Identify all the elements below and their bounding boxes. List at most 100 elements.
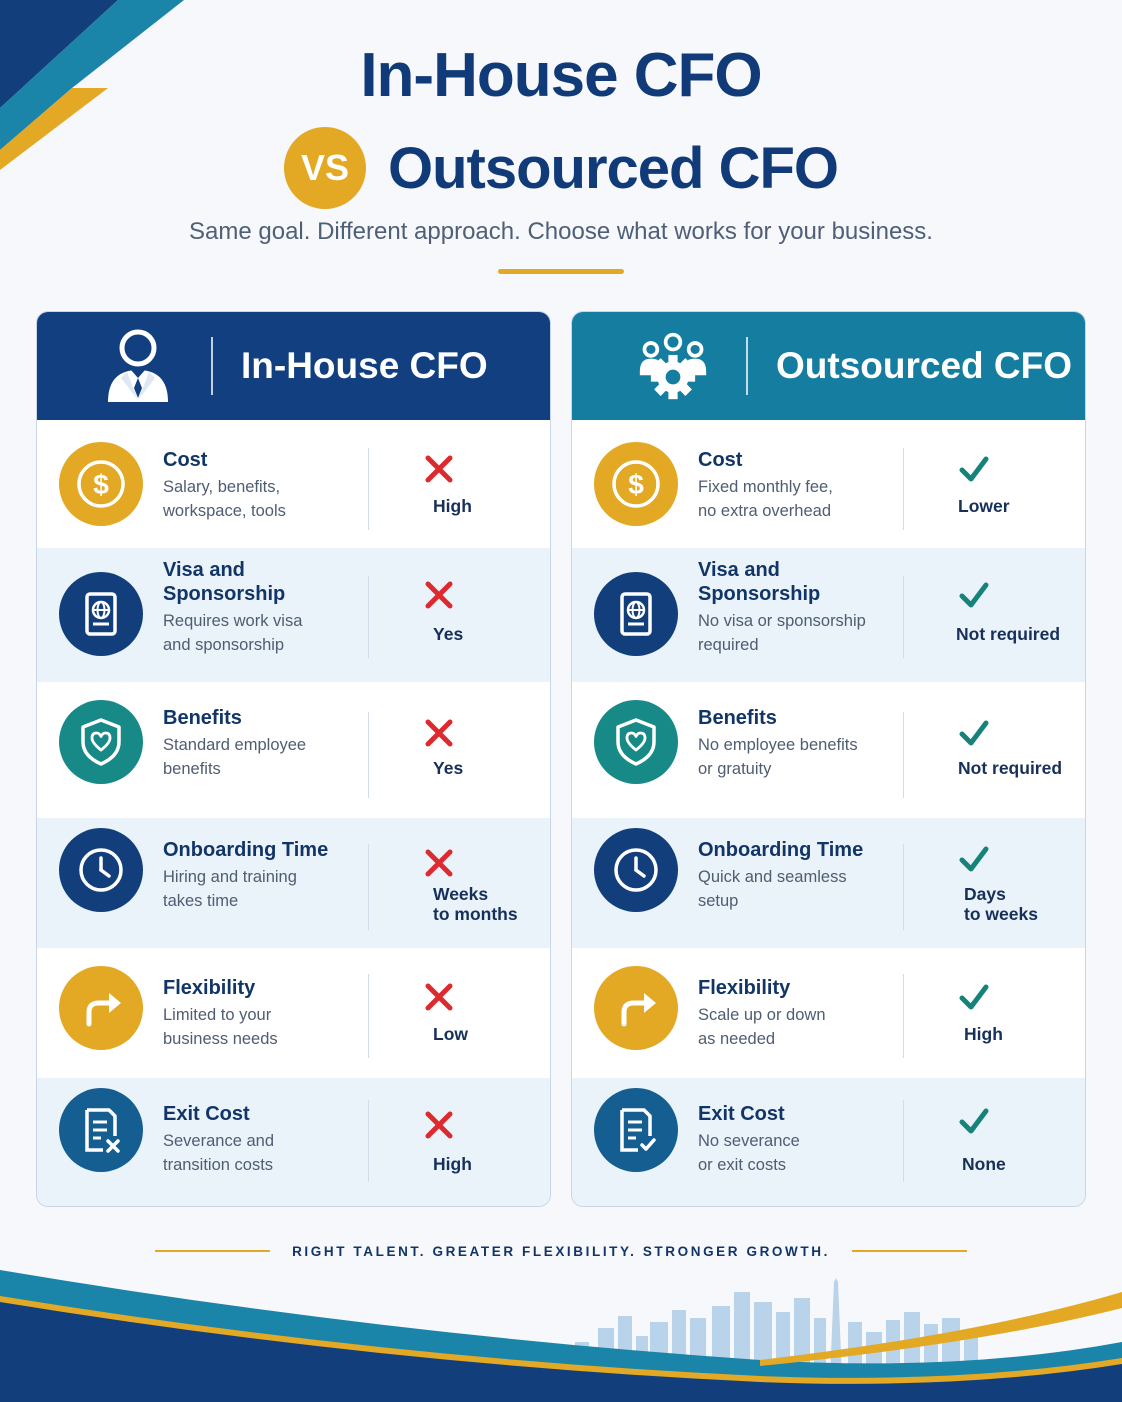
row-divider bbox=[903, 844, 904, 930]
verdict-cell: None bbox=[904, 1078, 1085, 1206]
row-divider bbox=[903, 974, 904, 1058]
comparison-row: Visa and Sponsorship No visa or sponsorsh… bbox=[572, 548, 1085, 682]
page-title-row-2: VS Outsourced CFO bbox=[0, 124, 1122, 212]
passport-icon bbox=[594, 572, 678, 656]
verdict-line: Weeks bbox=[433, 884, 489, 904]
row-title: Onboarding Time bbox=[698, 839, 864, 861]
comparison-row: Exit Cost No severance or exit costs None bbox=[572, 1078, 1085, 1206]
outsourced-rows: $ Cost Fixed monthly fee, no extra overhead… bbox=[572, 420, 1085, 1206]
row-title: Flexibility bbox=[163, 977, 256, 999]
row-text: Onboarding Time Quick and seamless setup bbox=[698, 838, 894, 913]
comparison-row: Flexibility Limited to your business needs… bbox=[37, 948, 550, 1078]
row-description: No visa or sponsorship required bbox=[698, 609, 894, 657]
in-house-rows: $ Cost Salary, benefits, workspace, tools Hi… bbox=[37, 420, 550, 1206]
page-title-outsourced: Outsourced CFO bbox=[387, 135, 839, 201]
row-text: Exit Cost Severance and transition costs bbox=[163, 1102, 359, 1177]
verdict-cell: Not required bbox=[904, 682, 1085, 818]
row-text: Exit Cost No severance or exit costs bbox=[698, 1102, 894, 1177]
svg-text:$: $ bbox=[628, 469, 644, 500]
row-divider bbox=[368, 1100, 369, 1182]
row-text: Visa and Sponsorship No visa or sponsorsh… bbox=[698, 558, 894, 657]
page-title-in-house: In-House CFO bbox=[360, 41, 762, 110]
verdict-label: Yes bbox=[433, 624, 463, 644]
row-divider bbox=[368, 844, 369, 930]
verdict-label: Not required bbox=[958, 758, 1062, 778]
row-description-line: workspace, tools bbox=[163, 502, 286, 520]
dollar-icon: $ bbox=[59, 442, 143, 526]
verdict-line: Not required bbox=[956, 624, 1061, 644]
row-divider bbox=[368, 576, 369, 658]
cross-icon bbox=[423, 982, 455, 1012]
verdict-cell: High bbox=[904, 948, 1085, 1078]
row-description-line: setup bbox=[698, 892, 739, 910]
verdict-cell: Yes bbox=[369, 682, 550, 818]
row-description-line: Limited to your bbox=[163, 1006, 272, 1024]
verdict-line: to months bbox=[433, 904, 518, 924]
row-description-line: no extra overhead bbox=[698, 502, 832, 520]
row-description: No severance or exit costs bbox=[698, 1129, 894, 1177]
row-description-line: Standard employee bbox=[163, 736, 307, 754]
tagline-row: RIGHT TALENT. GREATER FLEXIBILITY. STRON… bbox=[155, 1240, 967, 1262]
verdict-label: None bbox=[962, 1154, 1006, 1174]
row-description-line: Salary, benefits, bbox=[163, 478, 281, 496]
comparison-row: Benefits No employee benefits or gratuity N… bbox=[572, 682, 1085, 818]
comparison-row: Onboarding Time Hiring and training takes … bbox=[37, 818, 550, 948]
check-icon bbox=[958, 454, 990, 484]
row-title: Visa and Sponsorship bbox=[163, 559, 286, 605]
row-description: Standard employee benefits bbox=[163, 733, 359, 781]
in-house-panel-title: In-House CFO bbox=[241, 345, 488, 386]
row-divider bbox=[368, 974, 369, 1058]
row-description-line: and sponsorship bbox=[163, 636, 285, 654]
row-title: Cost bbox=[698, 449, 743, 471]
verdict-label: Low bbox=[433, 1024, 468, 1044]
row-description: Hiring and training takes time bbox=[163, 865, 359, 913]
row-title: Exit Cost bbox=[163, 1103, 250, 1125]
check-icon bbox=[958, 982, 990, 1012]
row-text: Benefits No employee benefits or gratuity bbox=[698, 706, 894, 781]
row-description: Limited to your business needs bbox=[163, 1003, 359, 1051]
row-description-line: required bbox=[698, 636, 759, 654]
tagline-rule-right bbox=[851, 1250, 967, 1252]
check-icon bbox=[958, 844, 990, 874]
comparison-row: Benefits Standard employee benefits Yes bbox=[37, 682, 550, 818]
verdict-label: Days to weeks bbox=[964, 884, 1038, 924]
tagline: RIGHT TALENT. GREATER FLEXIBILITY. STRON… bbox=[292, 1243, 830, 1259]
comparison-row: Flexibility Scale up or down as needed High bbox=[572, 948, 1085, 1078]
verdict-label: Lower bbox=[958, 496, 1010, 516]
row-description-line: Severance and bbox=[163, 1132, 274, 1150]
verdict-line: Yes bbox=[433, 758, 464, 778]
check-icon bbox=[958, 580, 990, 610]
clock-icon bbox=[59, 828, 143, 912]
row-description-line: No employee benefits bbox=[698, 736, 858, 754]
outsourced-cfo-panel: Outsourced CFO $ Cost Fixed monthly fee, no… bbox=[571, 311, 1086, 1207]
row-description-line: as needed bbox=[698, 1030, 776, 1048]
row-description: Severance and transition costs bbox=[163, 1129, 359, 1177]
row-description-line: Scale up or down bbox=[698, 1006, 826, 1024]
row-description-line: Fixed monthly fee, bbox=[698, 478, 833, 496]
row-description: Salary, benefits, workspace, tools bbox=[163, 475, 359, 523]
verdict-line: None bbox=[962, 1154, 1006, 1174]
in-house-panel-header: In-House CFO bbox=[37, 312, 550, 420]
verdict-line: Yes bbox=[433, 624, 464, 644]
cross-icon bbox=[423, 580, 455, 610]
comparison-row: $ Cost Salary, benefits, workspace, tools Hi… bbox=[37, 420, 550, 548]
cross-icon bbox=[423, 454, 455, 484]
row-divider bbox=[903, 1100, 904, 1182]
row-text: Benefits Standard employee benefits bbox=[163, 706, 359, 781]
row-text: Flexibility Limited to your business needs bbox=[163, 976, 359, 1051]
row-description-line: benefits bbox=[163, 760, 221, 778]
passport-icon bbox=[59, 572, 143, 656]
row-description-line: takes time bbox=[163, 892, 239, 910]
comparison-row: Visa and Sponsorship Requires work visa an… bbox=[37, 548, 550, 682]
verdict-cell: Lower bbox=[904, 420, 1085, 548]
row-description: Quick and seamless setup bbox=[698, 865, 894, 913]
row-description-line: business needs bbox=[163, 1030, 278, 1048]
verdict-label: High bbox=[433, 496, 472, 516]
verdict-cell: Yes bbox=[369, 548, 550, 682]
svg-text:$: $ bbox=[93, 469, 109, 500]
verdict-label: Weeks to months bbox=[433, 884, 518, 924]
header-divider bbox=[746, 337, 748, 395]
row-title: Onboarding Time bbox=[163, 839, 329, 861]
shield-heart-icon bbox=[594, 700, 678, 784]
row-divider bbox=[903, 576, 904, 658]
